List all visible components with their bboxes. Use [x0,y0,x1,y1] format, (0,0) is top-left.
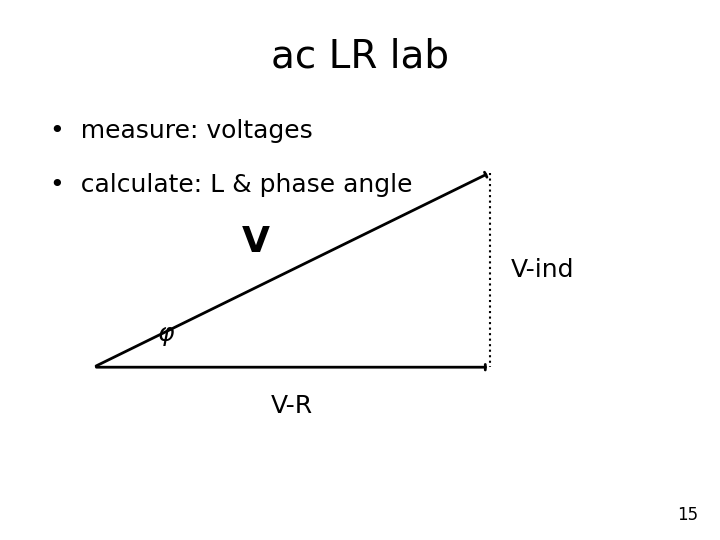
Text: V-R: V-R [271,394,312,418]
Text: •  calculate: L & phase angle: • calculate: L & phase angle [50,173,413,197]
Text: ac LR lab: ac LR lab [271,38,449,76]
Text: V: V [242,225,269,259]
Text: •  measure: voltages: • measure: voltages [50,119,313,143]
Text: φ: φ [158,322,174,346]
Text: 15: 15 [678,506,698,524]
Text: V-ind: V-ind [511,258,575,282]
